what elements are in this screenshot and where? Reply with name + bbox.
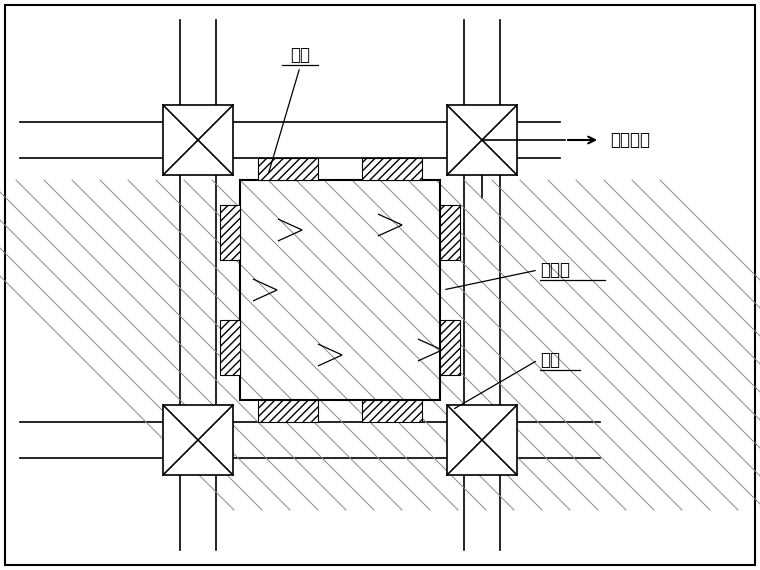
Bar xyxy=(240,180,440,400)
Bar xyxy=(440,320,460,375)
Bar xyxy=(220,320,240,375)
Bar xyxy=(362,158,422,180)
Bar xyxy=(258,400,318,422)
Bar xyxy=(220,205,240,260)
Bar xyxy=(240,180,440,400)
Bar xyxy=(240,180,440,400)
Bar xyxy=(447,405,517,475)
Text: 短钐管: 短钐管 xyxy=(540,261,570,279)
Bar xyxy=(258,158,318,180)
Text: 垒木: 垒木 xyxy=(290,46,310,64)
Text: 连向立杆: 连向立杆 xyxy=(610,131,650,149)
Bar xyxy=(362,400,422,422)
Bar xyxy=(163,405,233,475)
Bar xyxy=(440,205,460,260)
Text: 扣件: 扣件 xyxy=(540,351,560,369)
Bar xyxy=(447,105,517,175)
Bar xyxy=(163,105,233,175)
